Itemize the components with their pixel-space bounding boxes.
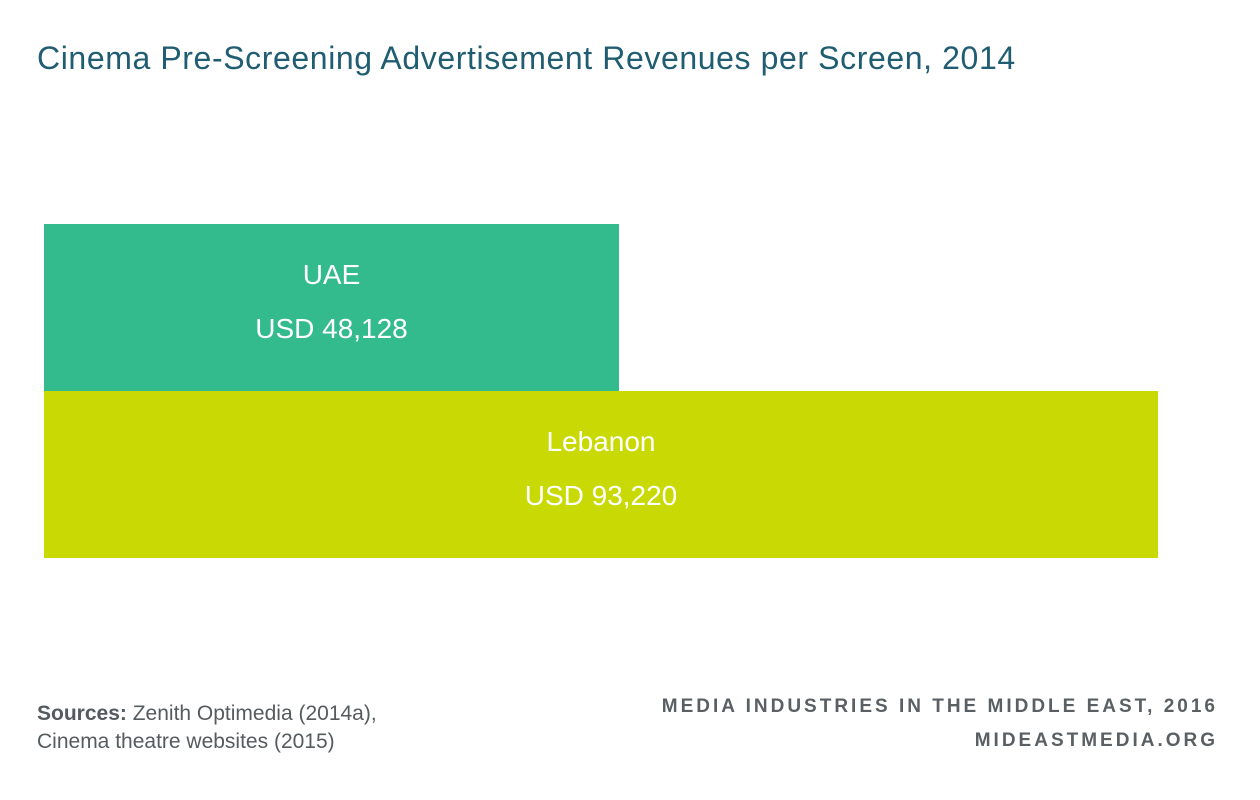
sources-label: Sources: [37,702,127,725]
bar-value-label: USD 48,128 [255,313,408,344]
chart-title: Cinema Pre-Screening Advertisement Reven… [37,40,1016,76]
bar-lebanon: Lebanon USD 93,220 [44,391,1158,558]
credit-publication: MEDIA INDUSTRIES IN THE MIDDLE EAST, 201… [661,696,1218,717]
bar-uae: UAE USD 48,128 [44,224,619,391]
sources-line-1: Sources: Zenith Optimedia (2014a), [37,700,377,728]
sources-note: Sources: Zenith Optimedia (2014a), Cinem… [37,700,377,756]
bar-category-label: UAE [302,259,361,290]
sources-text-2: Cinema theatre websites (2015) [37,730,335,753]
sources-text-1: Zenith Optimedia (2014a), [132,702,377,725]
bar-category-label: Lebanon [546,426,656,457]
bar-value-label: USD 93,220 [524,480,678,511]
credit-website: MIDEASTMEDIA.ORG [974,730,1218,751]
chart-plot-area: UAE USD 48,128 Lebanon USD 93,220 [44,224,1158,558]
credits: MEDIA INDUSTRIES IN THE MIDDLE EAST, 201… [662,690,1218,758]
